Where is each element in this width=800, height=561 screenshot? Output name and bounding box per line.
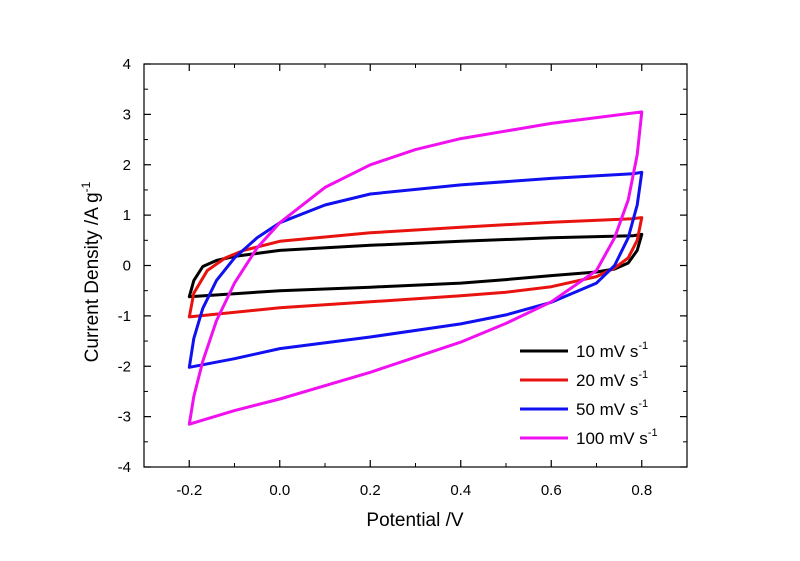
legend-label-1: 20 mV s-1 <box>576 369 648 390</box>
legend-label-text: 20 mV s <box>576 371 638 390</box>
series-line-3 <box>187 110 644 426</box>
x-tick-label: 0.6 <box>541 482 562 499</box>
legend-label-text: 10 mV s <box>576 342 638 361</box>
y-tick-label: -4 <box>118 459 131 476</box>
x-axis-title: Potential /V <box>366 510 463 531</box>
y-tick-label: 0 <box>123 258 131 275</box>
plot-area <box>187 110 644 426</box>
y-tick-label: -3 <box>118 409 131 426</box>
x-tick-label: 0.2 <box>360 482 381 499</box>
y-tick-label: 3 <box>123 106 131 123</box>
legend-label-2: 50 mV s-1 <box>576 398 648 419</box>
legend-label-sup: -1 <box>648 427 658 439</box>
legend-label-3: 100 mV s-1 <box>576 427 658 448</box>
y-tick-label: -1 <box>118 308 131 325</box>
x-tick-label: 0.4 <box>450 482 471 499</box>
y-tick-label: -2 <box>118 358 131 375</box>
y-axis-title-text: Current Density /A g <box>82 192 103 362</box>
y-tick-label: 4 <box>123 56 131 73</box>
y-tick-label: 2 <box>123 157 131 174</box>
legend-label-sup: -1 <box>638 369 648 381</box>
legend-label-text: 50 mV s <box>576 400 638 419</box>
x-tick-label: 0.0 <box>269 482 290 499</box>
series-line-2 <box>187 170 644 369</box>
axis-ticks: -0.2 0.0 0.2 0.4 0.6 0.8 -4 -3 -2 -1 0 1 2 3 4 <box>118 56 687 499</box>
y-tick-label: 1 <box>123 207 131 224</box>
legend-label-sup: -1 <box>638 340 648 352</box>
legend-label-text: 100 mV s <box>576 429 648 448</box>
legend-label-0: 10 mV s-1 <box>576 340 648 361</box>
x-tick-label: 0.8 <box>631 482 652 499</box>
y-axis-title: Current Density /A g-1 <box>79 181 103 362</box>
series-line-1 <box>187 216 644 319</box>
legend-label-sup: -1 <box>638 398 648 410</box>
x-tick-label: -0.2 <box>176 482 202 499</box>
y-axis-title-sup: -1 <box>79 181 93 192</box>
